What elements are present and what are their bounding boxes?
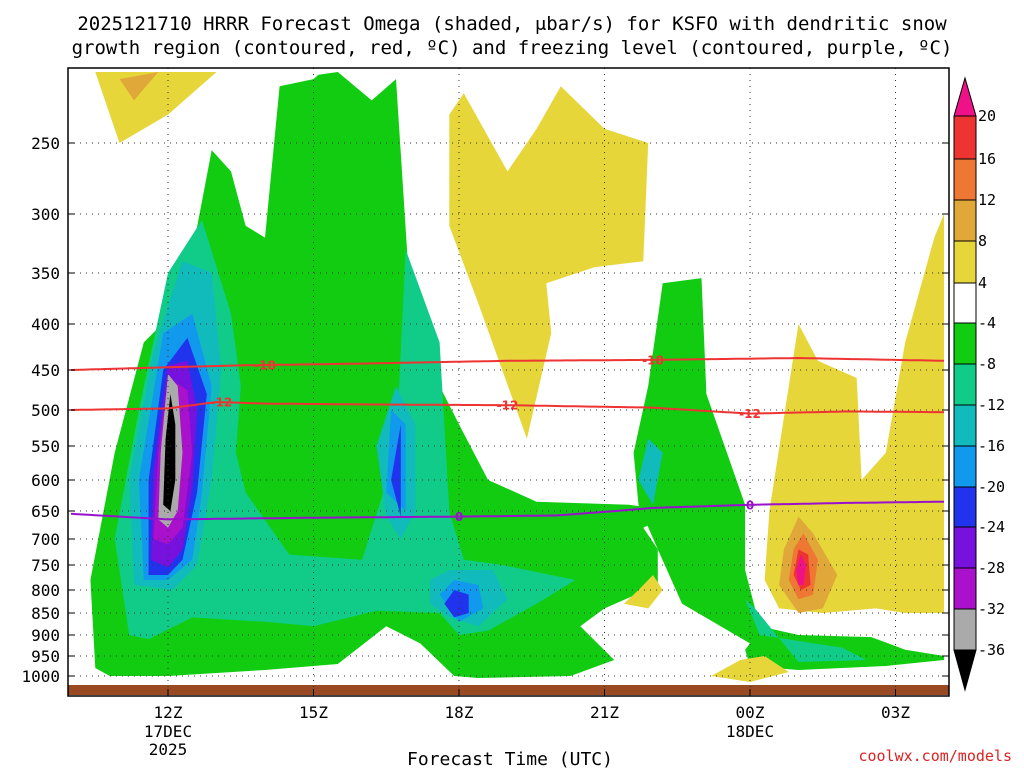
chart-title-line1: 2025121710 HRRR Forecast Omega (shaded, …: [77, 13, 947, 35]
y-tick-label-250: 250: [31, 134, 60, 153]
x-tick-label-18z: 18Z: [445, 703, 474, 722]
y-tick-label-650: 650: [31, 502, 60, 521]
contour-label-18: -18: [642, 353, 664, 367]
temperature-contours: [70, 356, 945, 521]
colorbar-label-20: -20: [978, 478, 1005, 496]
colorbar-label-16: -16: [978, 437, 1005, 455]
omega-region-24-to-20-12: [444, 590, 469, 618]
plot-frame: [67, 67, 950, 697]
colorbar-swatch-28-to-24: [953, 526, 977, 569]
x-tick-label-03z: 03Z: [881, 703, 910, 722]
y-tick-label-950: 950: [31, 647, 60, 666]
x-tick-sublabel-2025: 2025: [149, 740, 188, 759]
contour-label-12: -12: [211, 396, 233, 410]
x-tick-sublabel-17dec: 17DEC: [144, 722, 192, 741]
y-tick-label-300: 300: [31, 205, 60, 224]
contour-freezing-level-0-c: [70, 500, 945, 521]
colorbar-label-24: -24: [978, 518, 1005, 536]
omega-shaded-regions: [90, 72, 944, 682]
y-tick-label-600: 600: [31, 471, 60, 490]
colorbar-label-4: -4: [978, 314, 996, 332]
omega-region-20-27: [796, 554, 806, 585]
x-axis-label: Forecast Time (UTC): [407, 749, 613, 768]
x-tick-label-21z: 21Z: [590, 703, 619, 722]
colorbar-swatch-20: [953, 76, 977, 117]
colorbar-label-32: -32: [978, 600, 1005, 618]
colorbar-swatch-12-to-8: [953, 363, 977, 406]
colorbar-swatch-12-to-16: [953, 158, 977, 201]
omega-region-24-to-20-13: [391, 424, 401, 517]
colorbar-swatch-20-to-16: [953, 445, 977, 488]
y-tick-label-400: 400: [31, 315, 60, 334]
colorbar-label-20: 20: [978, 107, 996, 125]
colorbar-swatch-16-to-20: [953, 115, 977, 160]
colorbar-label-4: 4: [978, 274, 987, 292]
y-tick-label-350: 350: [31, 264, 60, 283]
colorbar-swatch-4-to-8: [953, 240, 977, 284]
x-tick-label-12z: 12Z: [154, 703, 183, 722]
colorbar: 20 16 12 8 4 -4 -8 -12 -16 -20 -24 -28 -32 -36: [953, 76, 1005, 692]
contour-label-0: 0: [746, 498, 754, 512]
colorbar-swatch-8-to-12: [953, 199, 977, 242]
y-tick-label-550: 550: [31, 437, 60, 456]
contour-12-c-isotherm: [70, 400, 945, 415]
chart-title-line2: growth region (contoured, red, ºC) and f…: [72, 37, 953, 59]
contour-18-c-isotherm: [70, 356, 945, 371]
contour-label-0: 0: [455, 510, 463, 524]
x-tick-label-15z: 15Z: [299, 703, 328, 722]
contour-label-12: -12: [739, 407, 761, 421]
colorbar-swatch-4-to-4: [953, 282, 977, 324]
y-tick-label-900: 900: [31, 626, 60, 645]
contour-label-18: -18: [254, 359, 276, 373]
surface-band: [68, 685, 949, 695]
surface-band-fill: [68, 685, 949, 695]
contour-labels: -18 -18 -12 -12 -12 0 0: [211, 353, 761, 524]
omega-region-36-17: [163, 394, 176, 511]
y-tick-label-700: 700: [31, 530, 60, 549]
colorbar-label-12: -12: [978, 396, 1005, 414]
colorbar-label-36: -36: [978, 641, 1005, 659]
colorbar-label-12: 12: [978, 191, 996, 209]
colorbar-label-16: 16: [978, 150, 996, 168]
y-tick-label-1000: 1000: [21, 667, 60, 686]
omega-region-4-to-8-18: [95, 72, 217, 143]
omega-region-4-to-8-21: [623, 575, 663, 609]
pressure-axis: 250 300 350 400 450 500 550 600 650 700 750 800 850 9…: [21, 134, 949, 686]
x-tick-sublabel-18dec: 18DEC: [726, 722, 774, 741]
colorbar-swatch-36: [953, 649, 977, 692]
omega-region-16-to-12-7: [638, 438, 663, 505]
y-tick-label-850: 850: [31, 604, 60, 623]
omega-region-4-to-8-19: [449, 86, 649, 439]
contour-label-12: -12: [497, 399, 519, 413]
omega-region-8-to-4-1: [633, 278, 944, 670]
colorbar-swatch-24-to-20: [953, 486, 977, 528]
colorbar-swatch-16-to-12: [953, 404, 977, 447]
y-tick-label-450: 450: [31, 361, 60, 380]
colorbar-label-8: -8: [978, 355, 996, 373]
x-tick-label-00z: 00Z: [736, 703, 765, 722]
colorbar-swatch-32-to-28: [953, 567, 977, 610]
omega-region-8-to-12-24: [119, 72, 159, 101]
colorbar-swatch-36-to-32: [953, 608, 977, 651]
colorbar-swatch-8-to-4: [953, 322, 977, 365]
y-tick-label-750: 750: [31, 556, 60, 575]
credit-link[interactable]: coolwx.com/models: [858, 747, 1012, 765]
omega-region-4-to-8-20: [764, 214, 944, 613]
omega-region-12-to-8-2: [114, 219, 576, 640]
y-tick-label-800: 800: [31, 581, 60, 600]
y-tick-label-500: 500: [31, 401, 60, 420]
colorbar-label-8: 8: [978, 232, 987, 250]
colorbar-label-28: -28: [978, 559, 1005, 577]
